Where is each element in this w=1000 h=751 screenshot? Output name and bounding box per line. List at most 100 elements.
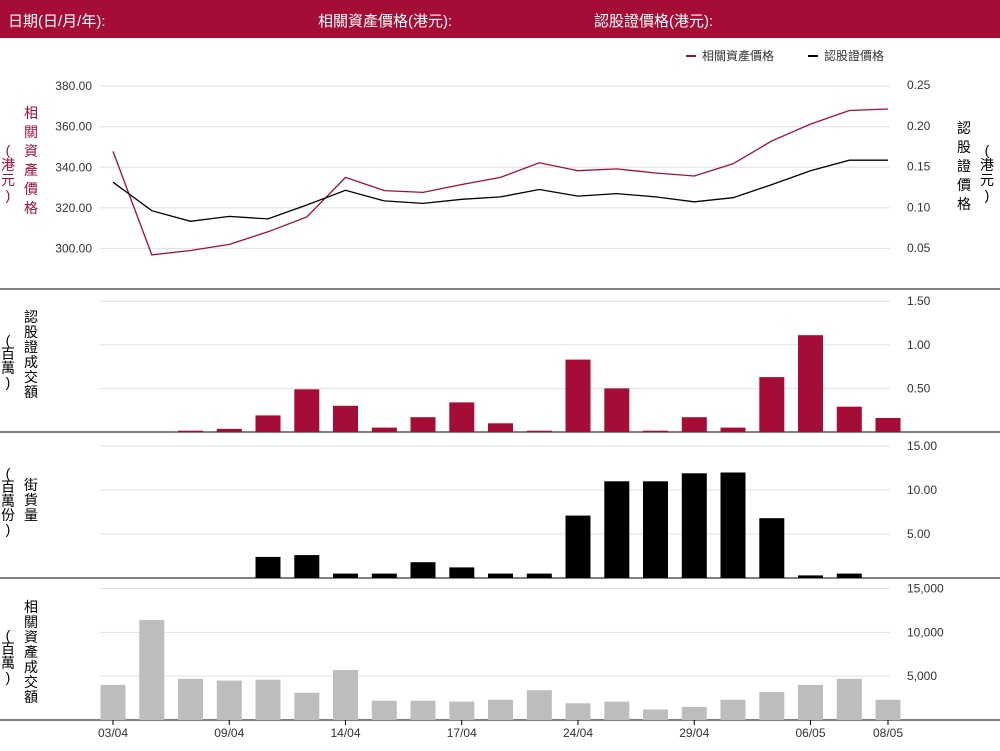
- right-tick-label: 5.00: [907, 527, 931, 541]
- left-axis-unit: 元: [1, 172, 15, 188]
- left-axis-unit: 份: [1, 507, 15, 523]
- left-axis-unit: (: [6, 332, 11, 348]
- underlying-price-line: [112, 108, 889, 256]
- right-axis-unit: 港: [980, 157, 994, 173]
- left-axis-unit: ): [6, 669, 11, 685]
- bar-asset_turnover: [449, 701, 475, 720]
- left-tick-label: 340.00: [55, 160, 92, 174]
- bar-asset_turnover: [255, 679, 281, 720]
- bar-outstanding: [798, 575, 823, 578]
- right-tick-label: 0.25: [907, 78, 931, 92]
- bar-outstanding: [759, 518, 785, 578]
- left-axis-title: 資: [24, 629, 38, 645]
- bar-asset_turnover: [836, 678, 862, 720]
- left-axis-title: 額: [24, 689, 38, 705]
- left-axis-unit: 百: [1, 346, 15, 362]
- warrant-price-label: 認股證價格(港元):: [594, 13, 714, 30]
- bar-warrant_turnover: [333, 405, 358, 432]
- right-tick-label: 0.15: [907, 160, 931, 174]
- bar-outstanding: [294, 555, 320, 578]
- bar-asset_turnover: [681, 706, 707, 720]
- left-axis-title: 額: [24, 384, 38, 400]
- bar-outstanding: [836, 573, 862, 578]
- right-axis-title: 認: [957, 120, 971, 136]
- right-axis-title: 證: [957, 158, 971, 174]
- left-axis-unit: 萬: [1, 360, 15, 376]
- left-axis-title: 交: [24, 674, 38, 690]
- bar-warrant_turnover: [681, 417, 707, 432]
- left-axis-title: 產: [24, 162, 38, 178]
- left-axis-title: 格: [24, 200, 38, 216]
- bar-outstanding: [720, 472, 746, 578]
- left-axis-title: 成: [24, 659, 38, 675]
- right-tick-label: 0.05: [907, 241, 931, 255]
- left-axis-title: 相: [24, 105, 38, 121]
- right-axis-title: 股: [957, 139, 971, 155]
- bar-warrant_turnover: [526, 430, 552, 432]
- right-tick-label: 0.20: [907, 119, 931, 133]
- x-tick-label: 17/04: [447, 726, 477, 740]
- right-axis-title: 格: [957, 196, 971, 212]
- x-tick-label: 08/05: [873, 726, 903, 740]
- bar-asset_turnover: [294, 692, 320, 720]
- left-axis-unit: 港: [1, 157, 15, 173]
- left-tick-label: 320.00: [55, 201, 92, 215]
- x-tick-label: 14/04: [330, 726, 360, 740]
- left-axis-title: 證: [24, 339, 38, 355]
- left-axis-title: 認: [24, 309, 38, 325]
- bar-asset_turnover: [720, 699, 746, 720]
- bar-asset_turnover: [216, 680, 242, 720]
- left-axis-unit: 萬: [1, 493, 15, 509]
- bar-warrant_turnover: [643, 430, 668, 432]
- bar-warrant_turnover: [216, 428, 242, 432]
- left-tick-label: 360.00: [55, 120, 92, 134]
- left-axis-unit: 百: [1, 479, 15, 495]
- bar-asset_turnover: [100, 684, 126, 720]
- bar-asset_turnover: [488, 699, 513, 720]
- left-axis-title: 量: [24, 507, 38, 523]
- bar-outstanding: [681, 473, 707, 578]
- bar-warrant_turnover: [565, 359, 591, 432]
- left-axis-unit: ): [6, 187, 11, 203]
- bar-asset_turnover: [333, 670, 358, 720]
- right-tick-label: 5,000: [907, 669, 937, 683]
- bar-asset_turnover: [139, 620, 165, 720]
- bar-asset_turnover: [798, 684, 823, 720]
- right-tick-label: 0.50: [907, 381, 931, 395]
- bar-warrant_turnover: [798, 335, 823, 432]
- left-axis-title: 貨: [24, 492, 38, 508]
- bar-asset_turnover: [604, 701, 630, 720]
- bar-outstanding: [526, 573, 552, 578]
- bar-asset_turnover: [371, 700, 397, 720]
- bar-warrant_turnover: [836, 406, 862, 432]
- left-axis-title: 關: [24, 124, 38, 140]
- left-axis-unit: ): [6, 374, 11, 390]
- right-tick-label: 15.00: [907, 439, 937, 453]
- left-axis-title: 關: [24, 614, 38, 630]
- bar-warrant_turnover: [875, 418, 901, 432]
- bar-warrant_turnover: [759, 377, 785, 432]
- bar-outstanding: [410, 562, 436, 578]
- bar-outstanding: [643, 481, 668, 578]
- left-axis-title: 股: [24, 324, 38, 340]
- bar-outstanding: [371, 573, 397, 578]
- left-axis-title: 交: [24, 369, 38, 385]
- x-tick-label: 29/04: [679, 726, 709, 740]
- left-axis-unit: 萬: [1, 655, 15, 671]
- right-axis-unit: (: [985, 142, 990, 158]
- left-axis-title: 成: [24, 354, 38, 370]
- left-axis-unit: (: [6, 465, 11, 481]
- warrant-price-line: [112, 159, 888, 222]
- bar-warrant_turnover: [488, 423, 513, 432]
- right-axis-unit: ): [985, 187, 990, 203]
- left-axis-unit: (: [6, 142, 11, 158]
- x-tick-label: 09/04: [214, 726, 244, 740]
- left-axis-unit: ): [6, 521, 11, 537]
- bar-asset_turnover: [178, 678, 203, 720]
- right-axis-unit: 元: [980, 172, 994, 188]
- bar-warrant_turnover: [371, 427, 397, 432]
- legend-underlying-label: 相關資產價格: [702, 48, 774, 63]
- left-axis-unit: (: [6, 627, 11, 643]
- bar-outstanding: [488, 573, 513, 578]
- bar-warrant_turnover: [604, 388, 630, 432]
